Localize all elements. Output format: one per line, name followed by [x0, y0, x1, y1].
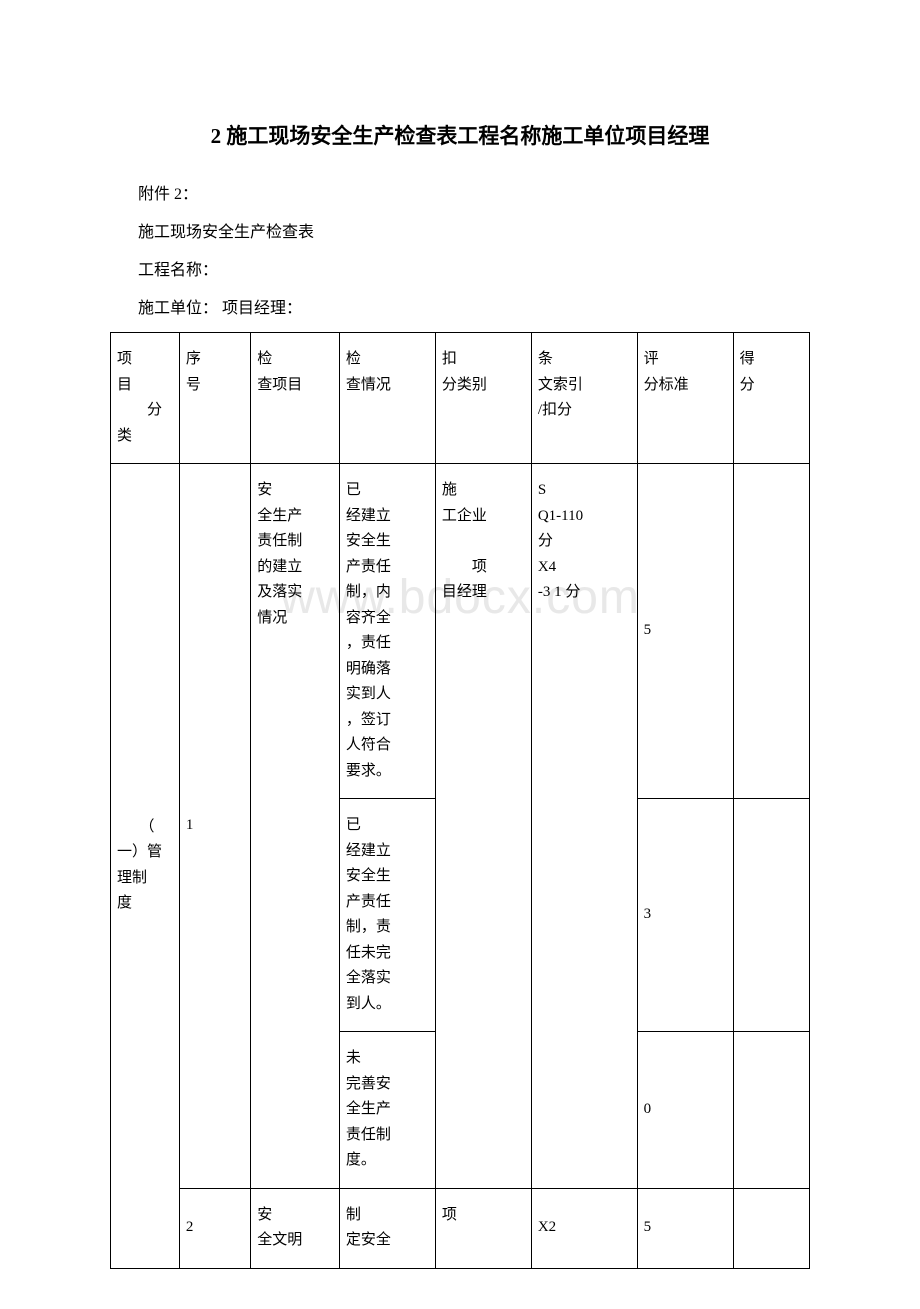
- table-row: 2 安 全文明 制 定安全 项 X2 5: [111, 1188, 810, 1268]
- cell-dedcat-1-text: 工企业 项目经理: [442, 504, 525, 606]
- header-category-text: 目 分类: [117, 373, 173, 450]
- cell-situ-1b-text: 经建立安全生产责任制，责任未完全落实到人。: [346, 839, 429, 1018]
- cell-item-1: 安 全生产责任制的建立及落实情况: [251, 464, 340, 1189]
- cell-item-2-indent: 安: [257, 1207, 272, 1223]
- header-situation-text: 查情况: [346, 373, 429, 399]
- cell-std-1b: 3: [637, 799, 733, 1032]
- cell-situ-1c-indent: 未: [346, 1050, 361, 1066]
- header-score: 得 分: [733, 333, 809, 464]
- cell-dedcat-1: 施 工企业 项目经理: [435, 464, 531, 1189]
- header-reference: 条 文索引/扣分: [531, 333, 637, 464]
- cell-ref-1-text2: -3 1 分: [538, 580, 631, 606]
- header-seq: 序 号: [179, 333, 250, 464]
- cell-item-2: 安 全文明: [251, 1188, 340, 1268]
- cell-situ-1a-indent: 已: [346, 482, 361, 498]
- cell-situ-1a-text: 经建立安全生产责任制，内容齐全，责任明确落实到人，签订人符合要求。: [346, 504, 429, 785]
- header-deduct-cat-text: 分类别: [442, 373, 525, 399]
- header-score-text: 分: [740, 373, 803, 399]
- project-name-label: 工程名称：: [110, 256, 810, 280]
- header-score-indent: 得: [740, 351, 755, 367]
- cell-seq-1: 1: [179, 464, 250, 1189]
- table-header-row: 项 目 分类 序 号 检 查项目 检 查情况 扣 分类别 条 文索引/扣分 评 …: [111, 333, 810, 464]
- cell-dedcat-2: 项: [435, 1188, 531, 1268]
- cell-std-1c: 0: [637, 1032, 733, 1189]
- unit-manager-label: 施工单位： 项目经理：: [110, 294, 810, 318]
- cell-situ-2: 制 定安全: [339, 1188, 435, 1268]
- cell-dedcat-2-indent: 项: [442, 1207, 457, 1223]
- header-item-indent: 检: [257, 351, 272, 367]
- header-category-indent: 项: [117, 351, 132, 367]
- inspection-table: 项 目 分类 序 号 检 查项目 检 查情况 扣 分类别 条 文索引/扣分 评 …: [110, 332, 810, 1269]
- cell-situ-2-text: 定安全: [346, 1228, 429, 1254]
- header-item: 检 查项目: [251, 333, 340, 464]
- header-situation-indent: 检: [346, 351, 361, 367]
- cell-score-1a: [733, 464, 809, 799]
- cell-ref-1-indent2: X4: [538, 555, 631, 581]
- header-deduct-cat: 扣 分类别: [435, 333, 531, 464]
- cell-seq-2: 2: [179, 1188, 250, 1268]
- attachment-label: 附件 2：: [110, 180, 810, 204]
- header-situation: 检 查情况: [339, 333, 435, 464]
- cell-situ-1a: 已 经建立安全生产责任制，内容齐全，责任明确落实到人，签订人符合要求。: [339, 464, 435, 799]
- header-deduct-cat-indent: 扣: [442, 351, 457, 367]
- header-standard-text: 分标准: [644, 373, 727, 399]
- header-reference-indent: 条: [538, 351, 553, 367]
- header-seq-indent: 序: [186, 351, 201, 367]
- cell-situ-1b: 已 经建立安全生产责任制，责任未完全落实到人。: [339, 799, 435, 1032]
- cell-item-2-text: 全文明: [257, 1228, 333, 1254]
- cell-ref-1-indent1: S: [538, 482, 546, 498]
- cell-category: （一）管理制度: [111, 464, 180, 1269]
- cell-score-2: [733, 1188, 809, 1268]
- header-standard-indent: 评: [644, 351, 659, 367]
- cell-std-2: 5: [637, 1188, 733, 1268]
- header-category: 项 目 分类: [111, 333, 180, 464]
- cell-situ-1b-indent: 已: [346, 817, 361, 833]
- cell-ref-1: S Q1-110分 X4 -3 1 分: [531, 464, 637, 1189]
- cell-item-1-indent: 安: [257, 482, 272, 498]
- header-item-text: 查项目: [257, 373, 333, 399]
- table-name: 施工现场安全生产检查表: [110, 218, 810, 242]
- cell-score-1c: [733, 1032, 809, 1189]
- cell-situ-1c-text: 完善安全生产责任制度。: [346, 1072, 429, 1174]
- table-row: （一）管理制度 1 安 全生产责任制的建立及落实情况 已 经建立安全生产责任制，…: [111, 464, 810, 799]
- cell-item-1-text: 全生产责任制的建立及落实情况: [257, 504, 333, 632]
- cell-situ-1c: 未 完善安全生产责任制度。: [339, 1032, 435, 1189]
- cell-ref-1-text1: Q1-110分: [538, 504, 631, 555]
- cell-situ-2-indent: 制: [346, 1207, 361, 1223]
- header-standard: 评 分标准: [637, 333, 733, 464]
- cell-dedcat-1-indent: 施: [442, 482, 457, 498]
- cell-ref-2: X2: [531, 1188, 637, 1268]
- cell-std-1a: 5: [637, 464, 733, 799]
- header-seq-text: 号: [186, 373, 244, 399]
- header-reference-text: 文索引/扣分: [538, 373, 631, 424]
- cell-score-1b: [733, 799, 809, 1032]
- document-title: 2 施工现场安全生产检查表工程名称施工单位项目经理: [110, 120, 810, 150]
